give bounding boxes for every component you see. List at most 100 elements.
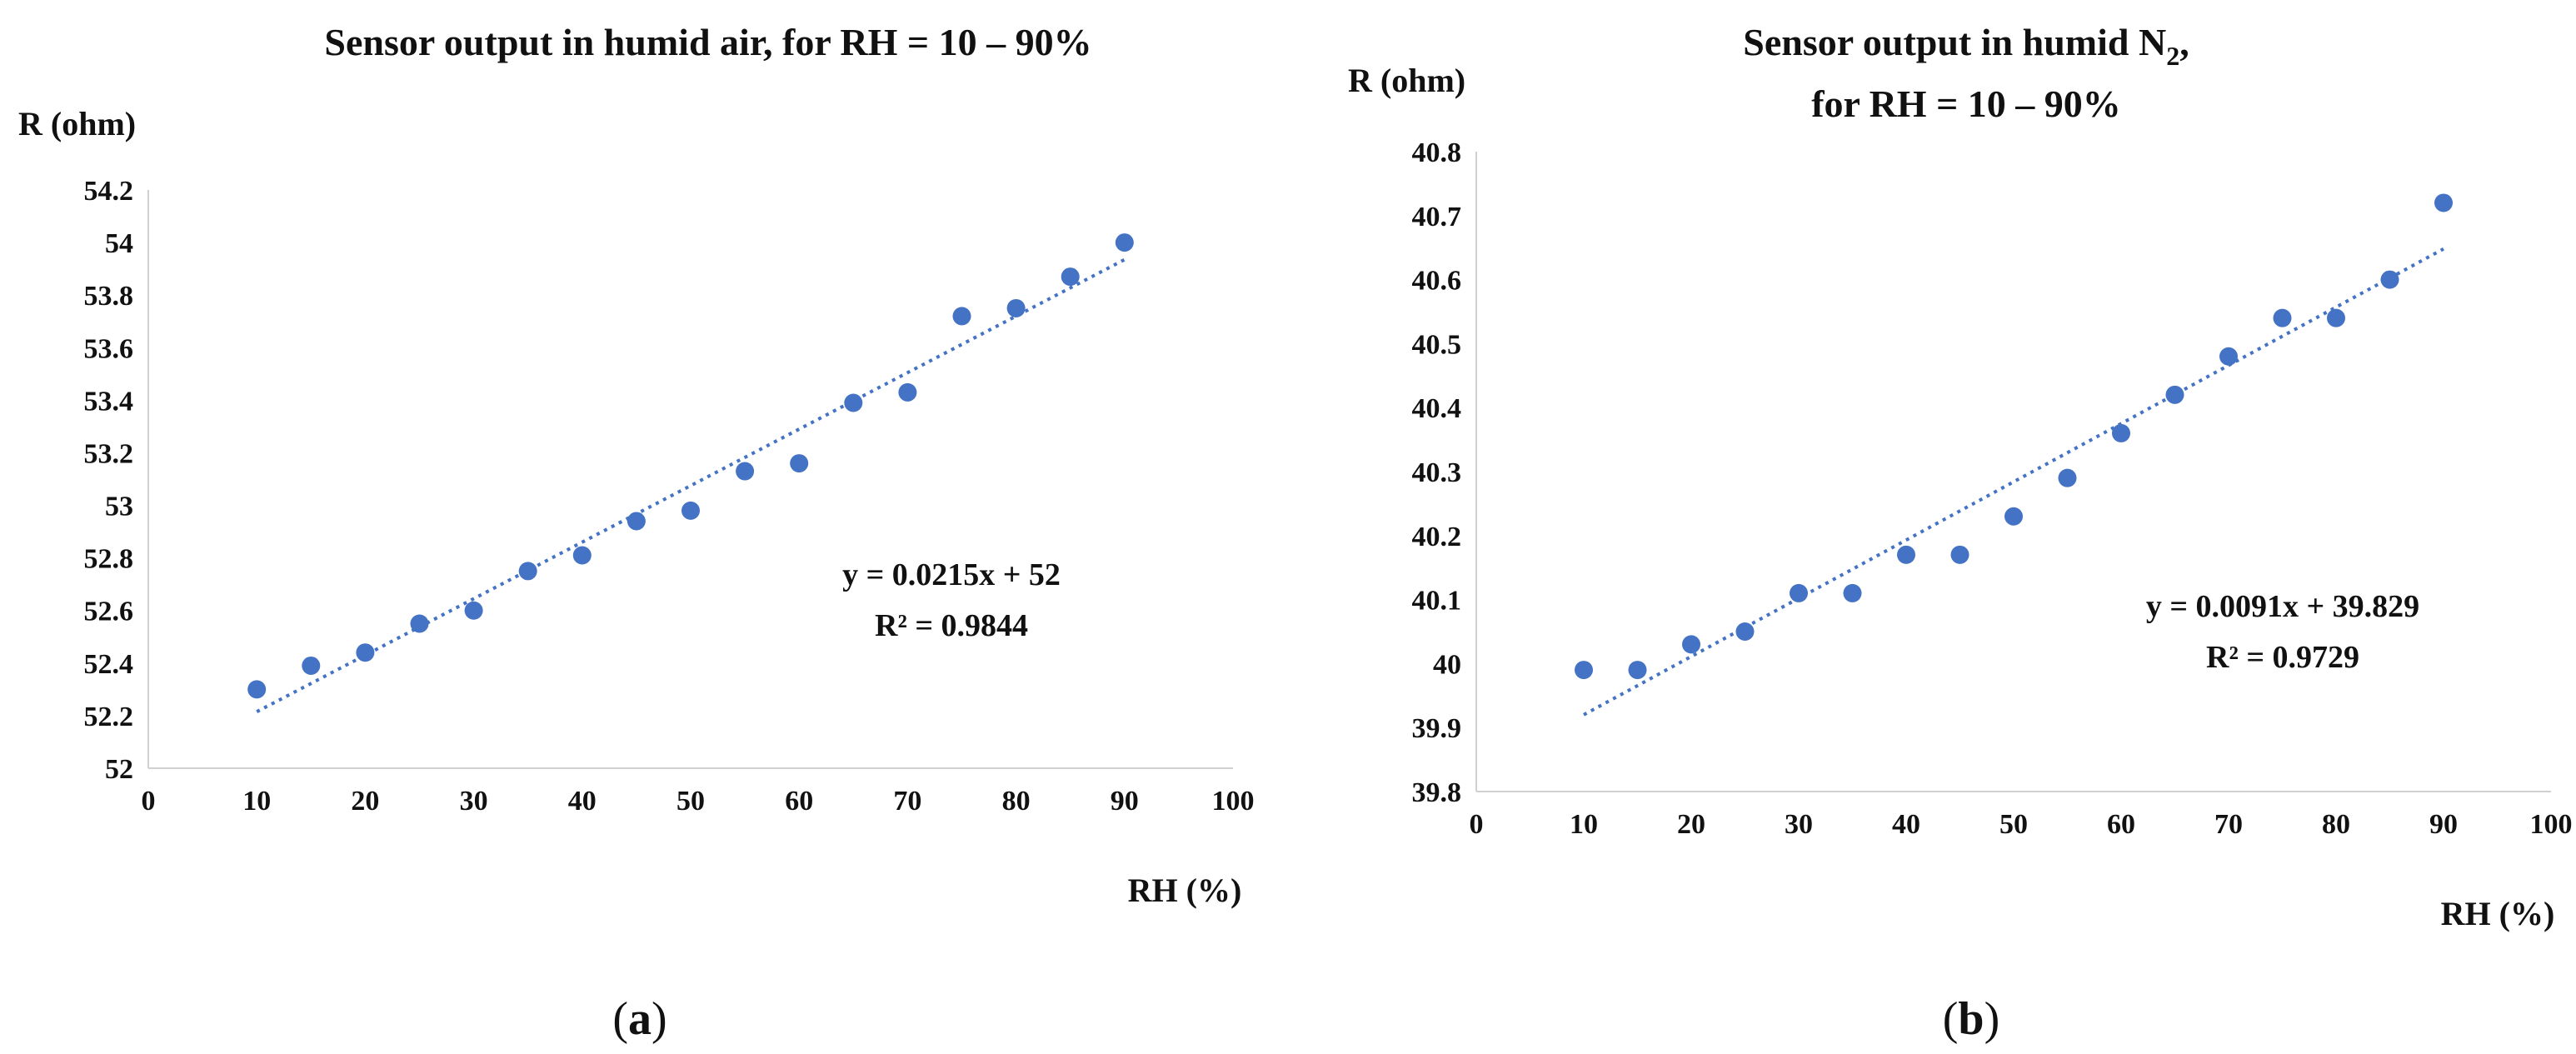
chart-b-ylabel: R (ohm) xyxy=(1348,62,1465,99)
chart-a-x-tick-label: 10 xyxy=(242,786,271,817)
chart-a-data-point xyxy=(247,680,267,699)
chart-b-data-point xyxy=(2273,308,2292,327)
chart-b-x-tick-label: 80 xyxy=(2322,809,2350,840)
chart-a-data-point xyxy=(736,462,755,481)
chart-b-y-ticks: 39.8 39.9 40 40.1 40.2 40.3 40.4 40.5 40.6 40.7 40… xyxy=(1412,137,1462,808)
chart-a-equation: y = 0.0215x + 52 xyxy=(842,557,1061,592)
chart-a-y-tick-label: 53.4 xyxy=(84,386,134,417)
chart-b-y-tick-label: 40.7 xyxy=(1412,202,1462,232)
chart-b-data-point xyxy=(2112,423,2130,442)
chart-a-ylabel: R (ohm) xyxy=(18,105,136,142)
chart-b-x-tick-label: 40 xyxy=(1892,809,1920,840)
chart-b-x-tick-label: 60 xyxy=(2107,809,2135,840)
chart-b-data-point xyxy=(1950,545,1969,564)
chart-a-x-tick-label: 30 xyxy=(460,786,488,817)
chart-a-x-tick-label: 60 xyxy=(785,786,813,817)
chart-a-y-tick-label: 53.6 xyxy=(84,333,134,364)
chart-b-points xyxy=(1575,193,2453,680)
chart-a: Sensor output in humid air, for RH = 10 … xyxy=(18,21,1255,1045)
chart-b-y-tick-label: 39.9 xyxy=(1412,713,1462,744)
chart-b-data-point xyxy=(1628,661,1647,680)
chart-b: Sensor output in humid N2, for RH = 10 –… xyxy=(1348,21,2573,1045)
chart-b-y-tick-label: 40.3 xyxy=(1412,457,1462,488)
chart-b-x-tick-label: 30 xyxy=(1785,809,1813,840)
chart-b-data-point xyxy=(1897,545,1915,564)
chart-a-x-tick-label: 70 xyxy=(893,786,921,817)
chart-a-x-tick-label: 100 xyxy=(1212,786,1255,817)
chart-b-r-squared: R² = 0.9729 xyxy=(2206,640,2359,675)
chart-b-data-point xyxy=(2165,385,2184,404)
chart-b-data-point xyxy=(1843,583,1862,602)
chart-b-title-subscript: 2 xyxy=(2166,41,2179,71)
chart-a-y-ticks: 52 52.2 52.4 52.6 52.8 53 53.2 53.4 53.6 53.8 54 54… xyxy=(84,176,134,785)
chart-a-data-point xyxy=(952,307,971,326)
panel-label-b-close: ) xyxy=(1984,993,2000,1045)
chart-b-data-point xyxy=(1735,622,1755,641)
chart-a-y-tick-label: 52.8 xyxy=(84,544,134,575)
chart-a-x-ticks: 0 10 20 30 40 50 60 70 80 90 100 xyxy=(142,786,1255,817)
chart-b-x-ticks: 0 10 20 30 40 50 60 70 80 90 100 xyxy=(1470,809,2573,840)
chart-b-title-main: Sensor output in humid N xyxy=(1743,21,2166,63)
chart-b-title-line2: for RH = 10 – 90% xyxy=(1811,82,2121,125)
chart-b-y-tick-label: 40.6 xyxy=(1412,266,1462,297)
chart-b-y-tick-label: 40.2 xyxy=(1412,522,1462,552)
chart-a-data-point xyxy=(518,562,537,581)
chart-b-x-tick-label: 100 xyxy=(2530,809,2573,840)
chart-a-points xyxy=(247,233,1134,699)
chart-a-y-tick-label: 54 xyxy=(105,228,133,259)
panel-label-b-letter: b xyxy=(1958,993,1984,1045)
chart-a-data-point xyxy=(1006,298,1026,317)
chart-a-trendline-group xyxy=(256,257,1126,713)
chart-a-y-tick-label: 53.2 xyxy=(84,438,134,469)
chart-a-data-point xyxy=(1061,267,1080,287)
chart-a-data-point xyxy=(464,601,483,620)
panel-label-b: (b) xyxy=(1943,993,1999,1045)
chart-a-xlabel: RH (%) xyxy=(1128,872,1242,909)
chart-a-data-point xyxy=(356,643,375,662)
chart-b-title-comma: , xyxy=(2179,21,2189,63)
chart-b-data-point xyxy=(1682,635,1700,654)
chart-a-data-point xyxy=(790,454,809,473)
chart-a-x-tick-label: 50 xyxy=(676,786,705,817)
chart-b-y-tick-label: 40.4 xyxy=(1412,393,1462,424)
chart-b-x-tick-label: 20 xyxy=(1677,809,1705,840)
chart-b-data-point xyxy=(2380,270,2399,289)
chart-b-equation: y = 0.0091x + 39.829 xyxy=(2146,589,2419,624)
chart-a-y-tick-label: 52 xyxy=(105,754,133,785)
panel-label-b-open: ( xyxy=(1943,993,1959,1045)
panel-label-a: (a) xyxy=(612,993,666,1045)
chart-b-data-point xyxy=(2058,468,2077,487)
chart-b-data-point xyxy=(2434,193,2453,212)
chart-a-y-tick-label: 53 xyxy=(105,492,133,522)
chart-b-x-tick-label: 50 xyxy=(1999,809,2028,840)
chart-b-data-point xyxy=(2004,507,2023,526)
chart-b-xlabel: RH (%) xyxy=(2441,895,2555,932)
panel-label-a-letter: a xyxy=(628,993,651,1045)
chart-a-x-tick-label: 80 xyxy=(1002,786,1031,817)
chart-a-y-tick-label: 52.2 xyxy=(84,702,134,732)
chart-a-y-tick-label: 52.6 xyxy=(84,597,134,627)
panel-label-a-close: ) xyxy=(651,993,667,1045)
chart-a-y-tick-label: 52.4 xyxy=(84,649,134,680)
chart-b-x-tick-label: 0 xyxy=(1470,809,1484,840)
chart-b-data-point xyxy=(2219,347,2238,366)
chart-a-data-point xyxy=(1115,233,1134,252)
chart-a-x-tick-label: 40 xyxy=(568,786,597,817)
chart-b-x-tick-label: 90 xyxy=(2429,809,2458,840)
chart-b-y-tick-label: 40 xyxy=(1433,649,1461,680)
chart-a-data-point xyxy=(302,656,321,675)
chart-b-y-tick-label: 40.8 xyxy=(1412,137,1462,168)
chart-a-data-point xyxy=(627,512,646,531)
chart-b-title: Sensor output in humid N2, xyxy=(1743,21,2189,71)
chart-a-x-tick-label: 0 xyxy=(142,786,156,817)
chart-a-title: Sensor output in humid air, for RH = 10 … xyxy=(324,21,1091,63)
chart-b-y-tick-label: 39.8 xyxy=(1412,777,1462,808)
chart-a-data-point xyxy=(844,393,863,412)
chart-a-data-point xyxy=(410,614,429,633)
chart-b-data-point xyxy=(2327,308,2345,327)
chart-b-y-tick-label: 40.5 xyxy=(1412,329,1462,360)
chart-a-trendline xyxy=(256,257,1126,713)
panel-label-a-open: ( xyxy=(612,993,628,1045)
chart-b-y-tick-label: 40.1 xyxy=(1412,586,1462,617)
